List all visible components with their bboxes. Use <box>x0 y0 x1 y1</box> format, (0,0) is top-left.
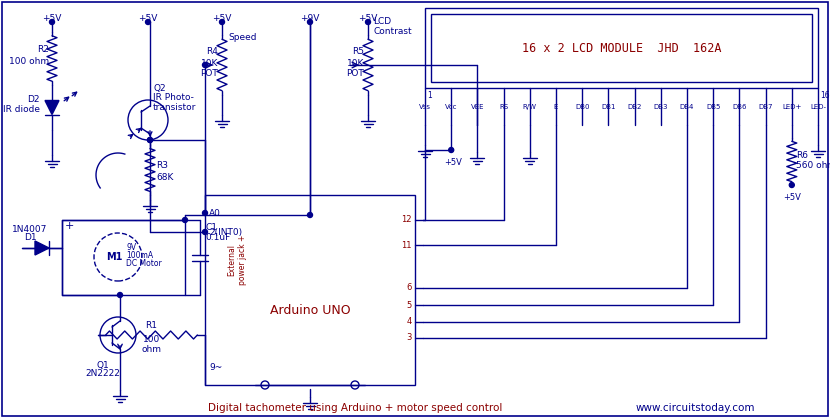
Text: 100: 100 <box>143 334 160 344</box>
Bar <box>431 14 812 82</box>
Text: 2N2222: 2N2222 <box>85 369 120 378</box>
Circle shape <box>118 293 123 298</box>
Circle shape <box>148 138 153 143</box>
Text: DC Motor: DC Motor <box>126 258 162 268</box>
Text: 11: 11 <box>402 240 412 250</box>
Text: 10K: 10K <box>347 59 364 67</box>
Text: 4: 4 <box>407 318 412 326</box>
Text: 5: 5 <box>407 301 412 309</box>
Circle shape <box>219 20 224 25</box>
Text: DB7: DB7 <box>759 104 773 110</box>
Text: +: + <box>65 221 75 231</box>
Text: IR Photo-: IR Photo- <box>153 94 194 102</box>
Text: transistor: transistor <box>153 104 197 112</box>
Text: +5V: +5V <box>42 14 61 23</box>
Text: 1N4007: 1N4007 <box>12 225 47 234</box>
Text: 100mA: 100mA <box>126 250 153 260</box>
Bar <box>62 220 185 295</box>
Text: 0.1uF: 0.1uF <box>205 234 230 242</box>
Text: +5V: +5V <box>444 158 462 167</box>
Text: R1: R1 <box>145 321 158 329</box>
Text: 9V: 9V <box>126 242 136 252</box>
Text: E: E <box>554 104 559 110</box>
Circle shape <box>50 20 55 25</box>
Circle shape <box>203 229 208 234</box>
Text: LED-: LED- <box>810 104 826 110</box>
Circle shape <box>789 183 794 188</box>
Text: R/W: R/W <box>523 104 537 110</box>
Text: Vcc: Vcc <box>445 104 457 110</box>
Text: IR diode: IR diode <box>3 105 40 115</box>
Text: +5V: +5V <box>359 14 378 23</box>
Circle shape <box>203 63 208 67</box>
Text: R6: R6 <box>796 150 808 160</box>
Text: RS: RS <box>499 104 508 110</box>
Circle shape <box>203 211 208 216</box>
Circle shape <box>307 212 313 217</box>
Text: +5V: +5V <box>212 14 232 23</box>
Text: +9V: +9V <box>300 14 320 23</box>
Text: ohm: ohm <box>141 344 162 354</box>
Text: DB4: DB4 <box>680 104 694 110</box>
Text: DB1: DB1 <box>601 104 616 110</box>
Circle shape <box>183 217 188 222</box>
Text: DB3: DB3 <box>653 104 668 110</box>
Text: 6: 6 <box>407 283 412 293</box>
Text: DB0: DB0 <box>575 104 589 110</box>
Text: 2(INT0): 2(INT0) <box>209 227 242 237</box>
Text: 16 x 2 LCD MODULE  JHD  162A: 16 x 2 LCD MODULE JHD 162A <box>522 41 721 54</box>
Text: +5V: +5V <box>139 14 158 23</box>
Text: 10K: 10K <box>201 59 218 67</box>
Text: D2: D2 <box>27 95 40 104</box>
Polygon shape <box>45 100 59 115</box>
Text: POT: POT <box>346 69 364 79</box>
Text: Speed: Speed <box>228 33 256 43</box>
Text: 68K: 68K <box>156 173 173 181</box>
Text: Digital tachometer using Arduino + motor speed control: Digital tachometer using Arduino + motor… <box>208 403 502 413</box>
Text: DB2: DB2 <box>627 104 642 110</box>
Text: External
power jack +: External power jack + <box>227 235 247 285</box>
Text: C1: C1 <box>205 224 217 232</box>
Text: DB6: DB6 <box>732 104 747 110</box>
Text: 1: 1 <box>427 91 432 100</box>
Circle shape <box>365 20 370 25</box>
Bar <box>425 8 818 88</box>
Text: A0: A0 <box>209 209 221 217</box>
Text: 9~: 9~ <box>209 364 222 372</box>
Circle shape <box>148 138 153 143</box>
Text: 100 ohm: 100 ohm <box>9 58 49 66</box>
Text: Q1: Q1 <box>96 361 110 370</box>
Text: R2: R2 <box>37 46 49 54</box>
Text: M1: M1 <box>105 252 122 262</box>
Text: POT: POT <box>200 69 218 79</box>
Text: Vss: Vss <box>419 104 431 110</box>
Text: www.circuitstoday.com: www.circuitstoday.com <box>635 403 754 413</box>
Text: DB5: DB5 <box>706 104 720 110</box>
Text: Arduino UNO: Arduino UNO <box>270 303 350 316</box>
Text: R3: R3 <box>156 161 168 170</box>
Text: Contrast: Contrast <box>373 28 412 36</box>
Text: R5: R5 <box>352 48 364 56</box>
Text: R4: R4 <box>206 48 218 56</box>
Text: D1: D1 <box>24 234 37 242</box>
Circle shape <box>307 20 313 25</box>
Text: +5V: +5V <box>783 193 801 202</box>
Text: 560 ohm: 560 ohm <box>796 161 830 170</box>
Circle shape <box>145 20 150 25</box>
Text: 16: 16 <box>820 91 830 100</box>
Text: Q2: Q2 <box>153 84 166 92</box>
Text: VEE: VEE <box>471 104 484 110</box>
Text: LED+: LED+ <box>782 104 802 110</box>
Bar <box>205 195 415 385</box>
Text: 3: 3 <box>407 334 412 342</box>
Polygon shape <box>35 241 49 255</box>
Text: 12: 12 <box>402 216 412 224</box>
Circle shape <box>449 148 454 153</box>
Text: LCD: LCD <box>373 18 391 26</box>
